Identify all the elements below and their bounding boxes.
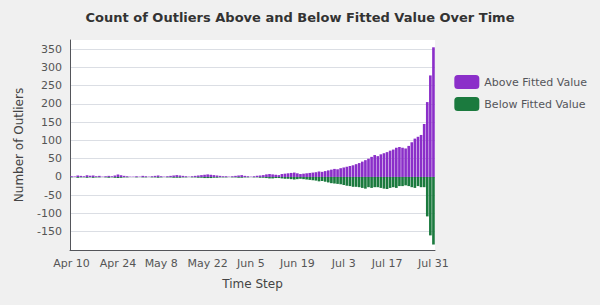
svg-text:0: 0 (55, 170, 62, 183)
svg-text:May 8: May 8 (145, 257, 178, 270)
svg-text:100: 100 (41, 134, 62, 147)
svg-text:50: 50 (48, 152, 62, 165)
svg-text:Jul 31: Jul 31 (417, 257, 449, 270)
svg-text:Jul 3: Jul 3 (331, 257, 356, 270)
svg-text:Count of Outliers Above and Be: Count of Outliers Above and Below Fitted… (86, 10, 515, 25)
svg-text:300: 300 (41, 61, 62, 74)
svg-text:May 22: May 22 (188, 257, 228, 270)
svg-text:150: 150 (41, 116, 62, 129)
svg-text:Below Fitted Value: Below Fitted Value (484, 98, 585, 111)
svg-text:Jun 5: Jun 5 (236, 257, 265, 270)
svg-text:-100: -100 (37, 207, 62, 220)
svg-text:-50: -50 (44, 189, 62, 202)
svg-text:200: 200 (41, 97, 62, 110)
svg-text:Jul 17: Jul 17 (371, 257, 403, 270)
svg-text:250: 250 (41, 79, 62, 92)
svg-text:Number of Outliers: Number of Outliers (12, 88, 26, 202)
svg-text:Apr 24: Apr 24 (100, 257, 137, 270)
svg-text:Jun 19: Jun 19 (279, 257, 315, 270)
svg-text:Time Step: Time Step (221, 277, 283, 291)
svg-text:Apr 10: Apr 10 (53, 257, 90, 270)
svg-text:-150: -150 (37, 225, 62, 238)
svg-text:Above Fitted Value: Above Fitted Value (484, 76, 587, 89)
svg-text:350: 350 (41, 43, 62, 56)
